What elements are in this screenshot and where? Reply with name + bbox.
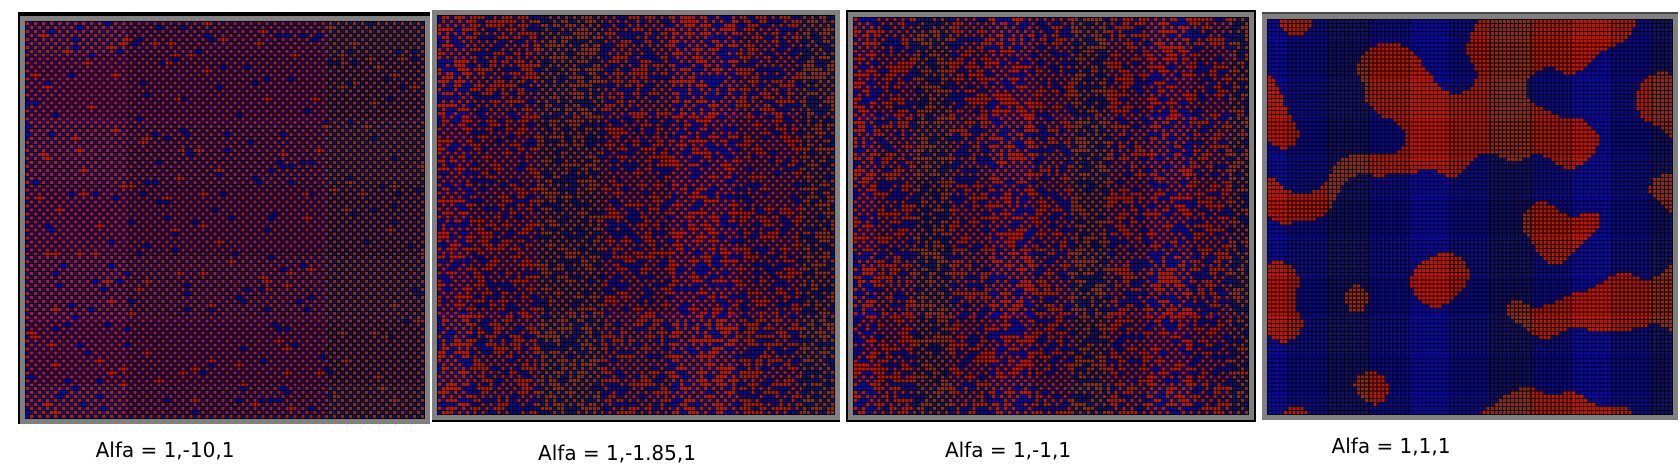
- lattice-canvas-4: [1267, 19, 1673, 415]
- panel-caption-2: Alfa = 1,-1.85,1: [538, 441, 696, 465]
- panel-caption-4: Alfa = 1,1,1: [1331, 434, 1451, 458]
- lattice-canvas-2: [437, 15, 835, 415]
- lattice-canvas-3: [853, 17, 1249, 415]
- lattice-canvas-1: [25, 21, 425, 419]
- lattice-panel-4: [1262, 12, 1678, 420]
- lattice-panel-3: [846, 10, 1256, 422]
- lattice-panel-1: [18, 12, 430, 424]
- lattice-panel-2: [432, 10, 840, 422]
- panel-caption-1: Alfa = 1,-10,1: [95, 438, 235, 462]
- panel-caption-3: Alfa = 1,-1,1: [944, 438, 1072, 462]
